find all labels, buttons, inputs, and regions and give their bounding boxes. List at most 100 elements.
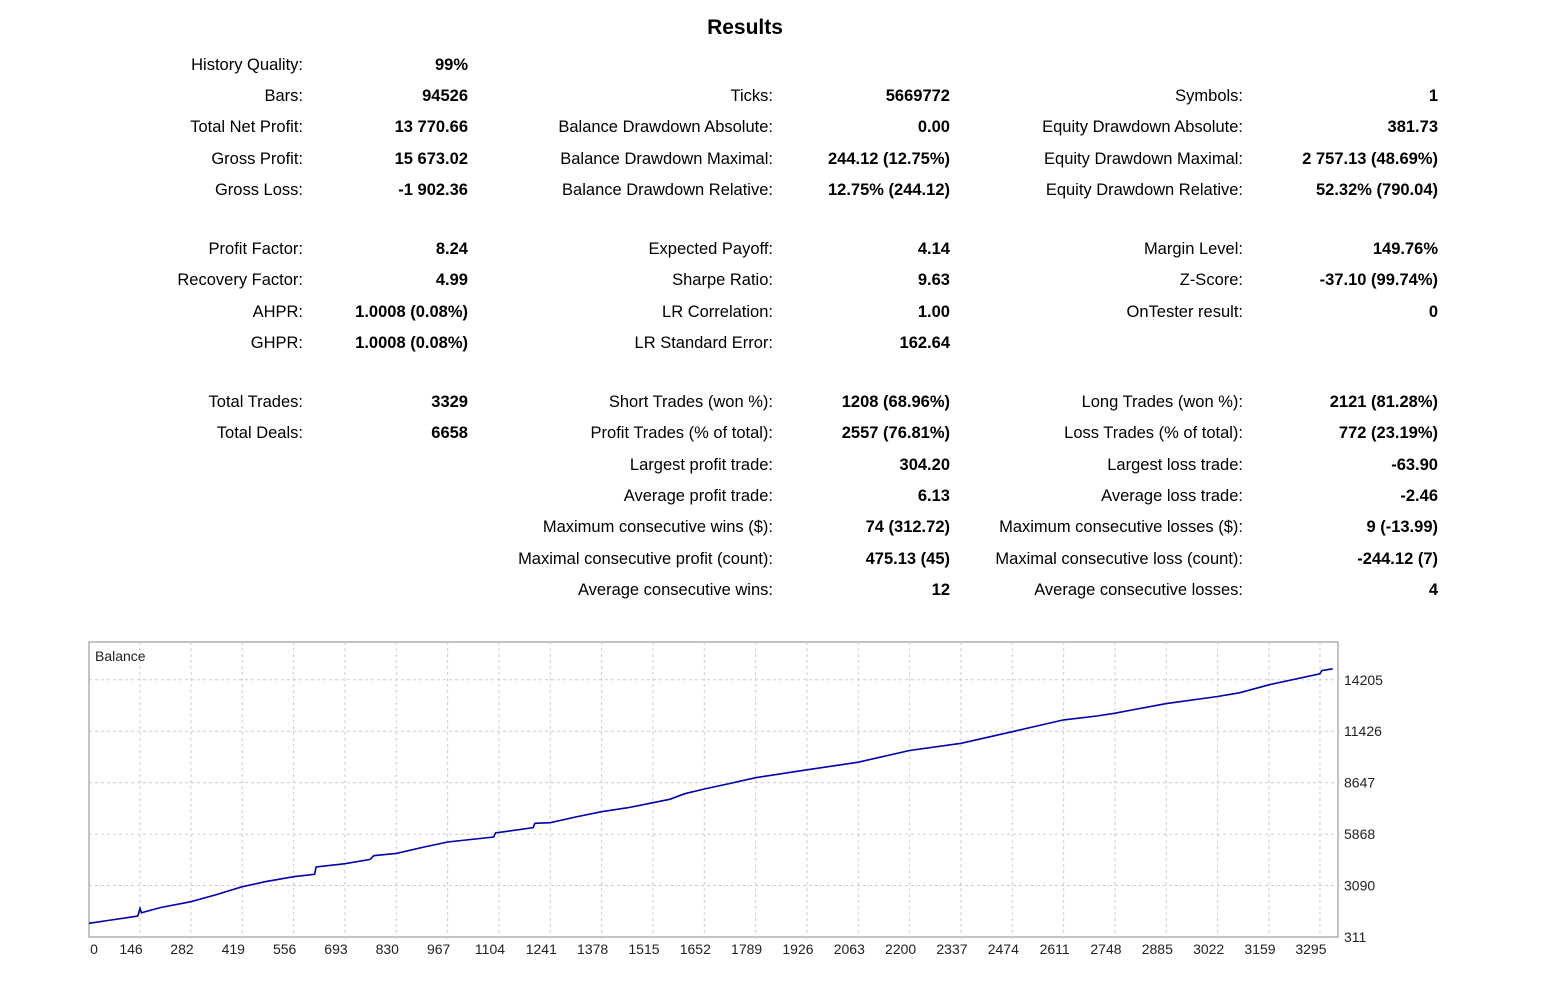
stat-value-maximum-consecutive-losses: 9 (-13.99) — [1366, 518, 1438, 536]
stat-label-profit-factor: Profit Factor: — [208, 240, 303, 258]
stat-label-gross-profit: Gross Profit: — [211, 150, 303, 168]
stat-value-equity-drawdown-relative: 52.32% (790.04) — [1315, 181, 1438, 199]
stat-label-loss-trades-of-total: Loss Trades (% of total): — [1064, 424, 1243, 442]
stat-value-maximal-consecutive-loss-count: -244.12 (7) — [1357, 550, 1438, 568]
stat-value-balance-drawdown-relative: 12.75% (244.12) — [827, 181, 950, 199]
stat-value-history-quality: 99% — [434, 56, 468, 74]
stat-label-long-trades-won: Long Trades (won %): — [1081, 393, 1243, 411]
stat-label-largest-loss-trade: Largest loss trade: — [1107, 456, 1243, 474]
x-tick-label: 3159 — [1244, 941, 1275, 957]
stat-value-total-deals: 6658 — [431, 424, 468, 442]
axis-ticks: 0 146 282 419 556 693 830 967 1104 1241 1378 1515 16… — [90, 672, 1383, 957]
stat-label-average-consecutive-losses: Average consecutive losses: — [1034, 581, 1243, 599]
x-tick-label: 2200 — [885, 941, 916, 957]
x-tick-label: 1104 — [475, 941, 505, 957]
stat-label-short-trades-won: Short Trades (won %): — [608, 393, 773, 411]
y-tick-label: 8647 — [1344, 775, 1375, 791]
stat-value-lr-standard-error: 162.64 — [899, 334, 950, 352]
stat-label-maximum-consecutive-wins: Maximum consecutive wins ($): — [542, 518, 773, 536]
stat-value-profit-factor: 8.24 — [435, 240, 468, 258]
x-tick-label: 2885 — [1142, 941, 1173, 957]
stat-label-total-deals: Total Deals: — [216, 424, 303, 442]
chart-title: Balance — [95, 648, 146, 664]
grid-lines — [89, 642, 1342, 941]
plot-area — [88, 641, 1339, 938]
stat-label-average-consecutive-wins: Average consecutive wins: — [577, 581, 773, 599]
stat-value-expected-payoff: 4.14 — [917, 240, 950, 258]
balance-series-line — [88, 668, 1333, 925]
stat-label-ontester-result: OnTester result: — [1126, 303, 1243, 321]
stat-label-sharpe-ratio: Sharpe Ratio: — [672, 271, 773, 289]
stat-label-history-quality: History Quality: — [191, 56, 303, 74]
report-title: Results — [707, 16, 783, 39]
x-tick-label: 556 — [273, 941, 297, 957]
stat-value-average-consecutive-wins: 12 — [931, 581, 950, 599]
y-tick-label: 3090 — [1344, 878, 1375, 894]
stat-value-balance-drawdown-absolute: 0.00 — [917, 118, 950, 136]
stat-label-ticks: Ticks: — [730, 87, 773, 105]
stat-label-recovery-factor: Recovery Factor: — [177, 271, 303, 289]
stat-label-profit-trades-of-total: Profit Trades (% of total): — [590, 424, 773, 442]
stat-label-average-profit-trade: Average profit trade: — [623, 487, 773, 505]
stat-label-bars: Bars: — [264, 87, 303, 105]
stat-label-gross-loss: Gross Loss: — [214, 181, 303, 199]
x-tick-label: 1652 — [680, 941, 711, 957]
stat-label-maximum-consecutive-losses: Maximum consecutive losses ($): — [999, 518, 1243, 536]
x-tick-label: 2063 — [834, 941, 865, 957]
y-tick-label: 311 — [1344, 929, 1367, 945]
stat-value-total-net-profit: 13 770.66 — [394, 118, 468, 136]
stat-value-recovery-factor: 4.99 — [435, 271, 468, 289]
stat-value-largest-loss-trade: -63.90 — [1391, 456, 1438, 474]
y-tick-label: 14205 — [1344, 672, 1383, 688]
stat-value-equity-drawdown-maximal: 2 757.13 (48.69%) — [1302, 150, 1438, 168]
stat-label-lr-standard-error: LR Standard Error: — [634, 334, 773, 352]
stat-value-maximum-consecutive-wins: 74 (312.72) — [865, 518, 950, 536]
stat-label-balance-drawdown-absolute: Balance Drawdown Absolute: — [558, 118, 773, 136]
stat-value-gross-profit: 15 673.02 — [394, 150, 468, 168]
stat-value-profit-trades-of-total: 2557 (76.81%) — [841, 424, 950, 442]
stat-value-ahpr: 1.0008 (0.08%) — [355, 303, 468, 321]
x-tick-label: 967 — [427, 941, 451, 957]
stat-label-maximal-consecutive-loss-count: Maximal consecutive loss (count): — [995, 550, 1243, 568]
x-tick-label: 693 — [324, 941, 348, 957]
stat-value-ghpr: 1.0008 (0.08%) — [355, 334, 468, 352]
x-tick-label: 1515 — [628, 941, 659, 957]
stat-label-total-net-profit: Total Net Profit: — [190, 118, 303, 136]
stat-label-equity-drawdown-maximal: Equity Drawdown Maximal: — [1044, 150, 1243, 168]
stat-value-ticks: 5669772 — [885, 87, 950, 105]
x-tick-label: 146 — [119, 941, 143, 957]
stat-value-loss-trades-of-total: 772 (23.19%) — [1338, 424, 1438, 442]
x-tick-label: 2337 — [936, 941, 967, 957]
stat-value-sharpe-ratio: 9.63 — [917, 271, 950, 289]
y-tick-label: 11426 — [1344, 723, 1382, 739]
stat-label-balance-drawdown-maximal: Balance Drawdown Maximal: — [560, 150, 773, 168]
stat-value-gross-loss: -1 902.36 — [398, 181, 468, 199]
stat-value-total-trades: 3329 — [431, 393, 468, 411]
stat-label-expected-payoff: Expected Payoff: — [648, 240, 773, 258]
x-tick-label: 2474 — [988, 941, 1019, 957]
stat-value-margin-level: 149.76% — [1372, 240, 1438, 258]
x-tick-label: 1241 — [526, 941, 557, 957]
stat-value-ontester-result: 0 — [1428, 303, 1438, 321]
stat-label-average-loss-trade: Average loss trade: — [1101, 487, 1243, 505]
stat-value-average-loss-trade: -2.46 — [1400, 487, 1438, 505]
stat-value-z-score: -37.10 (99.74%) — [1319, 271, 1438, 289]
stat-value-balance-drawdown-maximal: 244.12 (12.75%) — [827, 150, 950, 168]
stat-value-lr-correlation: 1.00 — [917, 303, 950, 321]
x-tick-label: 1926 — [782, 941, 813, 957]
x-tick-label: 830 — [376, 941, 400, 957]
x-tick-label: 419 — [222, 941, 246, 957]
x-tick-label: 282 — [170, 941, 194, 957]
stat-label-equity-drawdown-relative: Equity Drawdown Relative: — [1045, 181, 1243, 199]
stat-label-symbols: Symbols: — [1175, 87, 1243, 105]
stat-value-symbols: 1 — [1428, 87, 1438, 105]
x-tick-label: 3022 — [1193, 941, 1224, 957]
x-tick-label: 1378 — [577, 941, 608, 957]
stat-label-total-trades: Total Trades: — [208, 393, 303, 411]
stat-label-maximal-consecutive-profit-count: Maximal consecutive profit (count): — [518, 550, 773, 568]
stat-value-long-trades-won: 2121 (81.28%) — [1329, 393, 1438, 411]
stat-label-z-score: Z-Score: — [1179, 271, 1243, 289]
stat-label-margin-level: Margin Level: — [1143, 240, 1243, 258]
stat-label-balance-drawdown-relative: Balance Drawdown Relative: — [562, 181, 773, 199]
x-tick-label: 2748 — [1090, 941, 1121, 957]
